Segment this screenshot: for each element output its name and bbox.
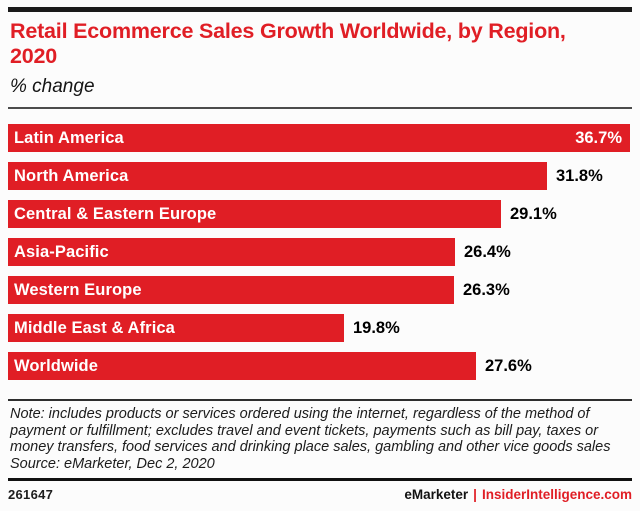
bar: Latin America 36.7% [8, 124, 630, 152]
bar: North America [8, 162, 547, 190]
bar-value: 31.8% [556, 166, 603, 185]
bar: Worldwide [8, 352, 476, 380]
footnote-line: money transfers, food services and drink… [10, 439, 611, 456]
footnote-line: Note: includes products or services orde… [10, 406, 590, 422]
footnote-line: payment or fulfillment; excludes travel … [10, 422, 599, 439]
bar-label: Latin America [14, 128, 124, 147]
bar-label: Western Europe [14, 280, 142, 299]
bar-label: North America [14, 166, 129, 185]
brand-emarketer: eMarketer [404, 487, 469, 503]
bar-value: 36.7% [575, 128, 622, 147]
brand-block: eMarketer | InsiderIntelligence.com [404, 487, 632, 502]
bar-row: Middle East & Africa 19.8% [8, 314, 632, 342]
bar-row: Western Europe 26.3% [8, 276, 632, 304]
bar-label: Central & Eastern Europe [14, 204, 217, 223]
bar-value: 26.4% [464, 242, 511, 261]
bar: Asia-Pacific [8, 238, 455, 266]
chart-title: Retail Ecommerce Sales Growth Worldwide,… [10, 19, 566, 68]
bar-chart: Latin America 36.7% North America 31.8% Cent… [8, 124, 632, 380]
bar: Western Europe [8, 276, 454, 304]
brand-site-link[interactable]: InsiderIntelligence.com [481, 487, 632, 503]
bar-row: Asia-Pacific 26.4% [8, 238, 632, 266]
bar-value: 29.1% [510, 204, 557, 223]
bar: Middle East & Africa [8, 314, 344, 342]
bar: Central & Eastern Europe [8, 200, 501, 228]
header-divider [8, 107, 632, 109]
brand-separator: | [473, 487, 477, 503]
footer: 261647 eMarketer | InsiderIntelligence.com [8, 487, 632, 502]
bar-value: 27.6% [485, 356, 532, 375]
bar-label: Worldwide [14, 356, 99, 375]
bar-label: Asia-Pacific [14, 242, 109, 261]
bar-row: Worldwide 27.6% [8, 352, 632, 380]
chart-subtitle: % change [10, 76, 95, 97]
top-rule [8, 7, 632, 12]
bar-value: 19.8% [353, 318, 400, 337]
source-line: Source: eMarketer, Dec 2, 2020 [10, 455, 215, 472]
footnote: Note: includes products or services orde… [10, 406, 632, 472]
bar-label: Middle East & Africa [14, 318, 175, 337]
bar-row: Latin America 36.7% [8, 124, 632, 152]
footnote-divider [8, 399, 632, 401]
chart-id: 261647 [8, 487, 54, 503]
footer-divider [8, 478, 632, 482]
bar-row: North America 31.8% [8, 162, 632, 190]
bar-row: Central & Eastern Europe 29.1% [8, 200, 632, 228]
bar-value: 26.3% [463, 280, 510, 299]
